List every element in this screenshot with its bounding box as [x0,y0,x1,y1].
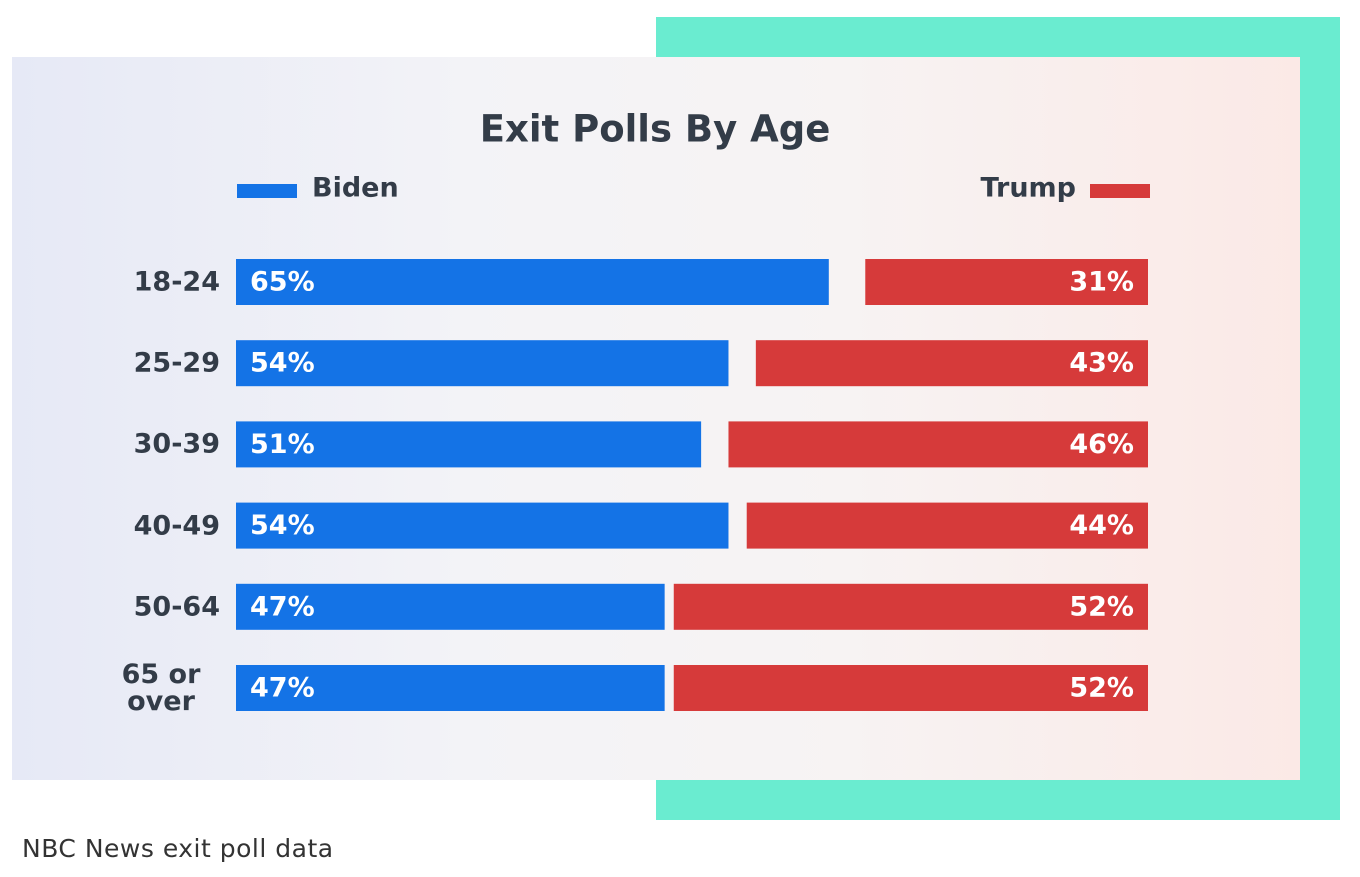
category-text: 65 or over [121,659,201,717]
bar [236,421,702,468]
category-text: 25-29 [133,347,220,379]
value-label: 44% [1069,510,1134,541]
legend-swatch [1090,184,1150,198]
bar [236,340,729,387]
value-label: 47% [250,591,315,622]
bar [746,502,1148,549]
chart-background [12,57,1300,780]
value-label: 54% [250,348,315,379]
category-label: 25-29 [134,350,220,377]
chart-title: Exit Polls By Age [480,108,831,151]
bar [673,583,1148,630]
value-label: 43% [1069,348,1134,379]
category-text: 40-49 [133,510,220,542]
category-label: 18-24 [134,269,220,296]
category-label: 65 or over [102,661,220,715]
value-label: 51% [250,429,315,460]
category-label: 40-49 [134,512,220,539]
value-label: 31% [1069,267,1134,298]
category-text: 30-39 [133,428,220,460]
legend-label: Trump [981,173,1076,204]
value-label: 46% [1069,429,1134,460]
value-label: 52% [1069,673,1134,704]
bar [236,583,665,630]
caption: NBC News exit poll data [22,834,334,863]
bar [755,340,1148,387]
legend-swatch [237,184,297,198]
bar [236,665,665,711]
bar [673,665,1148,711]
value-label: 65% [250,267,315,298]
category-label: 30-39 [134,431,220,458]
category-label: 50-64 [134,593,220,620]
bar [236,259,829,305]
bar [865,259,1148,305]
category-text: 18-24 [133,266,220,298]
legend-label: Biden [312,173,399,204]
value-label: 47% [250,673,315,704]
value-label: 54% [250,510,315,541]
value-label: 52% [1069,591,1134,622]
bar [236,502,729,549]
bar [728,421,1148,468]
category-text: 50-64 [133,591,220,623]
